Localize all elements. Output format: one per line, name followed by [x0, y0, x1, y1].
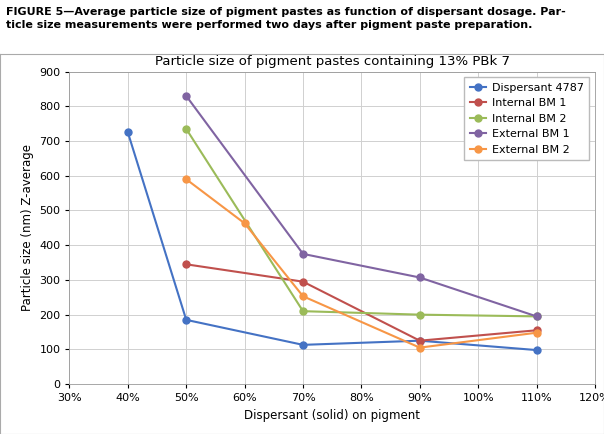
- Internal BM 1: [533, 328, 540, 333]
- Internal BM 2: [533, 314, 540, 319]
- Dispersant 4787: [416, 338, 423, 343]
- Line: Internal BM 1: Internal BM 1: [183, 261, 540, 344]
- X-axis label: Dispersant (solid) on pigment: Dispersant (solid) on pigment: [244, 409, 420, 422]
- Internal BM 2: [416, 312, 423, 317]
- Internal BM 1: [416, 338, 423, 343]
- Internal BM 1: [300, 279, 307, 284]
- External BM 2: [182, 177, 190, 182]
- Line: Dispersant 4787: Dispersant 4787: [124, 129, 540, 354]
- Internal BM 2: [182, 126, 190, 132]
- Internal BM 1: [182, 262, 190, 267]
- Line: External BM 2: External BM 2: [183, 176, 540, 351]
- Line: External BM 1: External BM 1: [183, 92, 540, 320]
- External BM 2: [300, 294, 307, 299]
- Line: Internal BM 2: Internal BM 2: [183, 125, 540, 320]
- External BM 1: [182, 93, 190, 99]
- Dispersant 4787: [124, 130, 132, 135]
- External BM 2: [416, 345, 423, 350]
- Text: FIGURE 5—Average particle size of pigment pastes as function of dispersant dosag: FIGURE 5—Average particle size of pigmen…: [6, 7, 566, 16]
- Y-axis label: Particle size (nm) Z-average: Particle size (nm) Z-average: [21, 145, 34, 311]
- Dispersant 4787: [533, 348, 540, 353]
- Dispersant 4787: [300, 342, 307, 348]
- External BM 2: [533, 330, 540, 335]
- Title: Particle size of pigment pastes containing 13% PBk 7: Particle size of pigment pastes containi…: [155, 55, 510, 68]
- Legend: Dispersant 4787, Internal BM 1, Internal BM 2, External BM 1, External BM 2: Dispersant 4787, Internal BM 1, Internal…: [464, 77, 590, 161]
- Dispersant 4787: [182, 317, 190, 322]
- Internal BM 2: [300, 309, 307, 314]
- External BM 2: [241, 221, 248, 226]
- External BM 1: [533, 314, 540, 319]
- Text: ticle size measurements were performed two days after pigment paste preparation.: ticle size measurements were performed t…: [6, 20, 532, 30]
- External BM 1: [416, 275, 423, 280]
- External BM 1: [300, 251, 307, 256]
